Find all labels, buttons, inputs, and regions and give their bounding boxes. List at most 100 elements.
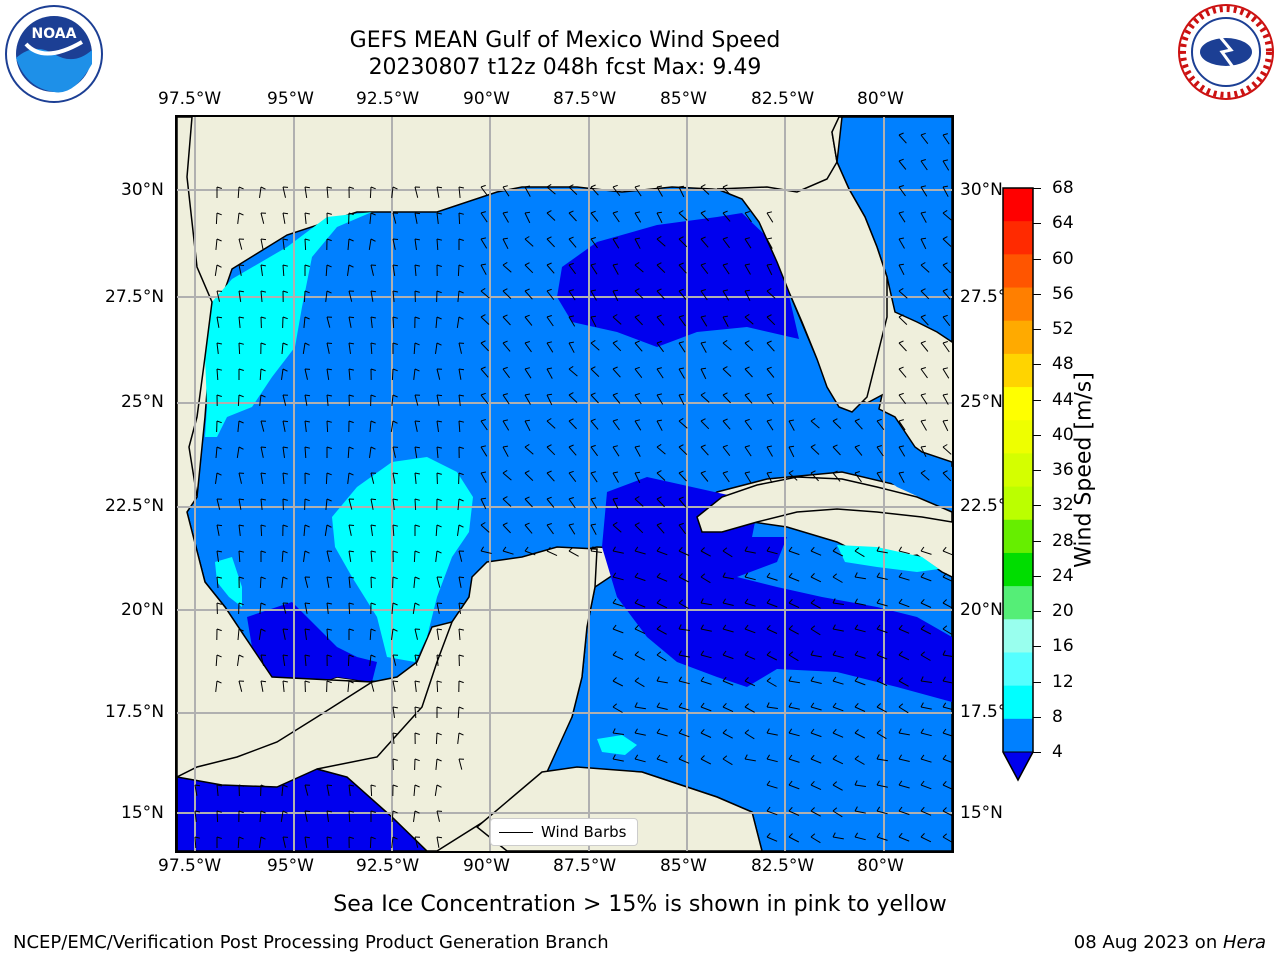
colorbar-segment (1003, 353, 1033, 388)
wind-barb-shaft (568, 342, 575, 353)
wind-barb-flag (392, 368, 398, 372)
wind-barb-shaft (656, 238, 666, 247)
wind-barb-shaft (920, 836, 932, 843)
wind-barb-flag (766, 419, 772, 422)
wind-barb-shaft (369, 628, 372, 641)
wind-barb-shaft (700, 680, 712, 685)
colorbar-tick-label: 16 (1052, 636, 1074, 657)
wind-barb-shaft (898, 264, 905, 276)
wind-barb-flag (612, 392, 618, 396)
wind-barb-flag (260, 472, 266, 475)
wind-barb-flag (700, 262, 706, 266)
colorbar-segment (1003, 486, 1033, 521)
colorbar-tick-label: 68 (1052, 178, 1074, 198)
wind-barb-flag (590, 237, 596, 240)
wind-barb-shaft (678, 732, 690, 738)
wind-barb-shaft (436, 576, 441, 588)
wind-barb-shaft (766, 602, 778, 608)
wind-barb-shaft (368, 238, 372, 250)
wind-barb-flag (480, 340, 486, 344)
wind-barb-shaft (369, 446, 372, 458)
wind-barb-shaft (546, 316, 554, 327)
wind-barb-shaft (920, 394, 928, 405)
wind-barb-flag (920, 702, 924, 708)
wind-barb-shaft (678, 758, 690, 764)
wind-barb-flag (282, 628, 289, 630)
wind-barb-shaft (282, 680, 285, 692)
chart-title: GEFS MEAN Gulf of Mexico Wind Speed (349, 28, 781, 53)
wind-barb-flag (678, 393, 684, 396)
wind-barb-flag (546, 341, 553, 344)
wind-barb-flag (524, 211, 531, 214)
wind-barb-flag (304, 394, 311, 397)
wind-barb-shaft (370, 550, 373, 563)
wind-barb-shaft (678, 602, 689, 609)
wind-barb-shaft (744, 264, 751, 275)
wind-barb-shaft (744, 394, 753, 404)
wind-barb-flag (348, 472, 354, 476)
wind-barb-shaft (942, 316, 951, 327)
wind-barb-shaft (546, 394, 553, 406)
wind-barb-flag (568, 236, 574, 240)
wind-barb-shaft (414, 654, 418, 666)
wind-barb-flag (898, 211, 904, 214)
wind-barb-flag (634, 651, 639, 656)
wind-barb-flag (436, 602, 443, 604)
wind-barb-flag (612, 471, 618, 474)
wind-barb-shaft (678, 550, 690, 556)
wind-barb-shaft (390, 420, 394, 432)
wind-barb-shaft (656, 654, 667, 662)
wind-barb-flag (942, 341, 948, 344)
wind-barb-flag (942, 546, 947, 552)
wind-barb-flag (898, 572, 903, 578)
wind-barb-shaft (238, 498, 242, 510)
wind-barb-shaft (766, 212, 774, 223)
wind-barb-flag (898, 340, 904, 344)
wind-barb-flag (348, 316, 355, 319)
wind-barb-flag (414, 784, 420, 788)
wind-barb-flag (546, 288, 552, 292)
wind-barb-flag (898, 263, 904, 266)
wind-barb-shaft (216, 342, 219, 354)
wind-barb-shaft (590, 368, 600, 377)
wind-barb-flag (876, 445, 882, 448)
wind-barb-flag (392, 420, 398, 424)
wind-barb-flag (722, 315, 728, 318)
wind-barb-flag (744, 392, 750, 396)
wind-barb-flag (898, 185, 904, 188)
wind-barb-shaft (942, 550, 952, 556)
wind-barb-flag (590, 444, 596, 448)
wind-barb-flag (238, 446, 244, 450)
wind-barb-flag (920, 546, 925, 552)
wind-barb-shaft (236, 446, 240, 458)
wind-barb-flag (392, 758, 398, 761)
wind-barb-shaft (832, 706, 844, 712)
wind-barb-shaft (304, 602, 308, 614)
wind-barb-flag (282, 316, 288, 320)
wind-barb-shaft (590, 420, 599, 430)
wind-barb-shaft (590, 290, 597, 301)
wind-barb-shaft (634, 628, 646, 635)
wind-barb-flag (700, 444, 706, 448)
wind-barb-shaft (436, 836, 440, 848)
wind-barb-flag (700, 418, 706, 422)
wind-barb-flag (436, 498, 442, 502)
wind-barb-shaft (876, 420, 885, 431)
wind-barb-shaft (324, 524, 328, 536)
grid-lines (177, 117, 952, 851)
wind-barb-flag (656, 262, 662, 266)
wind-barb-shaft (302, 342, 306, 354)
colorbar-svg (1002, 187, 1034, 782)
wind-barb-shaft (744, 212, 752, 223)
wind-barb-flag (524, 470, 530, 474)
wind-barb-flag (502, 393, 508, 396)
wind-barb-shaft (304, 394, 308, 406)
wind-barb-shaft (656, 550, 668, 556)
wind-barb-shaft (194, 810, 197, 822)
wind-barb-shaft (435, 758, 438, 770)
wind-barb-flag (766, 806, 771, 812)
wind-barb-flag (612, 289, 619, 292)
wind-barb-flag (920, 625, 925, 630)
wind-barb-flag (524, 367, 530, 370)
wind-barb-flag (216, 316, 223, 319)
